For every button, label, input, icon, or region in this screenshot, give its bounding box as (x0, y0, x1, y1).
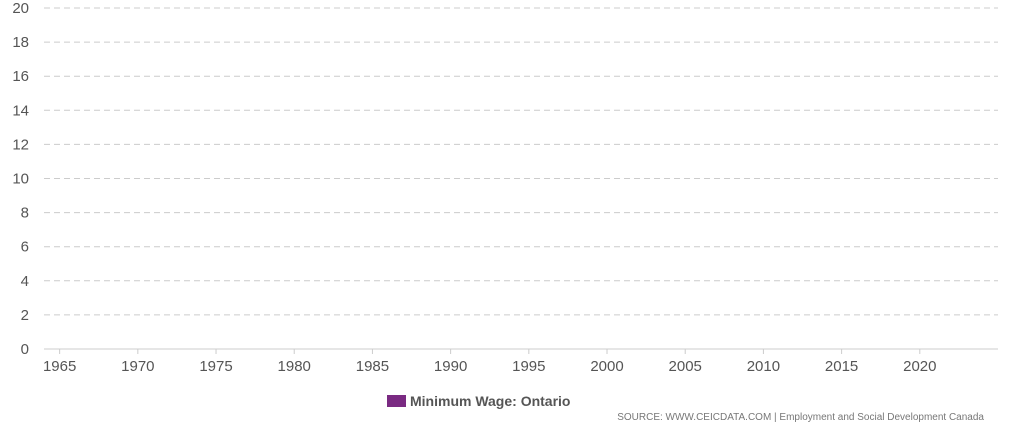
x-tick-label: 2020 (903, 358, 936, 375)
y-tick-label: 10 (12, 171, 29, 188)
x-tick-label: 1990 (434, 358, 467, 375)
y-tick-label: 12 (12, 136, 29, 153)
gridlines (44, 7, 998, 350)
y-tick-label: 18 (12, 34, 29, 51)
x-tick-label: 2015 (825, 358, 858, 375)
y-tick-label: 8 (21, 205, 29, 222)
x-tick-label: 2000 (590, 358, 623, 375)
y-tick-label: 0 (21, 341, 29, 358)
legend: Minimum Wage: Ontario (387, 393, 570, 409)
x-axis-ticks: 1965 1970 1975 1980 1985 1990 1995 2000 2005 2010… (43, 349, 936, 375)
legend-label: Minimum Wage: Ontario (410, 393, 571, 409)
x-tick-label: 1995 (512, 358, 545, 375)
x-tick-label: 1965 (43, 358, 76, 375)
x-tick-label: 1985 (356, 358, 389, 375)
x-tick-label: 1970 (121, 358, 154, 375)
x-tick-label: 1980 (278, 358, 311, 375)
legend-swatch (387, 395, 406, 407)
y-tick-label: 6 (21, 239, 29, 256)
source-note: SOURCE: WWW.CEICDATA.COM | Employment an… (617, 412, 984, 423)
y-tick-label: 2 (21, 307, 29, 324)
y-tick-label: 20 (12, 0, 29, 17)
y-tick-label: 16 (12, 68, 29, 85)
x-tick-label: 2010 (747, 358, 780, 375)
x-tick-label: 2005 (669, 358, 702, 375)
x-tick-label: 1975 (199, 358, 232, 375)
y-tick-label: 4 (21, 273, 29, 290)
y-axis-ticks: 0 2 4 6 8 10 12 14 16 18 20 (12, 0, 29, 358)
y-tick-label: 14 (12, 102, 29, 119)
